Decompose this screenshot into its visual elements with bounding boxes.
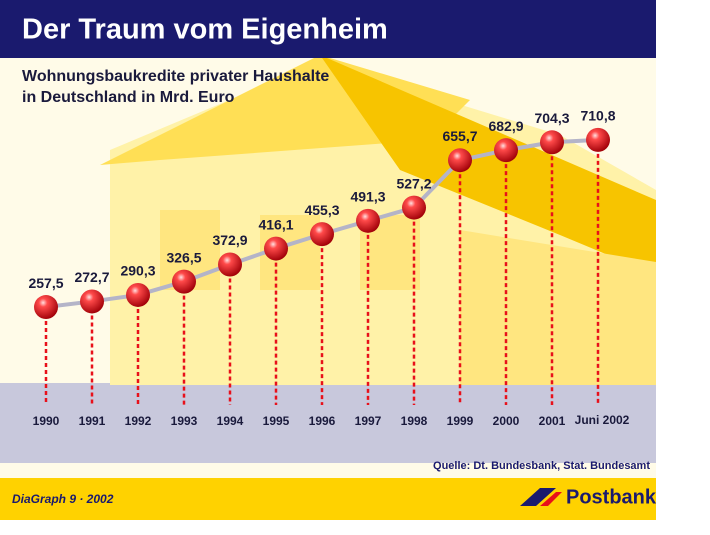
ground [0,383,656,463]
marker [402,195,426,220]
value-label: 682,9 [488,118,523,134]
value-label: 710,8 [580,108,615,124]
value-label: 290,3 [120,263,155,279]
header [0,0,656,58]
marker [218,252,242,277]
marker [126,282,150,307]
value-label: 527,2 [396,175,431,191]
value-label: 455,3 [304,202,339,218]
x-tick-label: 1998 [401,414,428,428]
marker [494,138,518,163]
value-label: 372,9 [212,232,247,248]
marker [34,295,58,320]
roof-right [320,55,656,275]
house-side [460,230,656,385]
x-tick-label: 1996 [309,414,336,428]
value-label: 272,7 [74,269,109,285]
value-label: 491,3 [350,189,385,205]
x-tick-label: 1990 [33,414,60,428]
marker [356,208,380,233]
x-tick-label: 1991 [79,414,106,428]
x-tick-label: 1992 [125,414,152,428]
x-tick-label: 1993 [171,414,198,428]
marker [172,269,196,294]
value-label: 655,7 [442,128,477,144]
x-tick-label: 2000 [493,414,520,428]
x-tick-label: 1995 [263,414,290,428]
footer: DiaGraph 9 · 2002 [12,492,114,506]
marker [80,289,104,314]
x-tick-label: 2001 [539,414,566,428]
subtitle: Wohnungsbaukredite privater Haushalte [22,68,329,85]
marker [540,130,564,155]
title: Der Traum vom Eigenheim [22,14,388,46]
x-tick-label: 1994 [217,414,244,428]
logo-icon [520,488,562,506]
marker [448,148,472,173]
value-label: 416,1 [258,216,293,232]
source: Quelle: Dt. Bundesbank, Stat. Bundesamt [433,460,650,472]
marker [310,222,334,247]
value-label: 704,3 [534,110,569,126]
x-tick-label: 1999 [447,414,474,428]
footer-band [0,478,656,520]
x-tick-label: 1997 [355,414,382,428]
marker [586,127,610,152]
value-label: 326,5 [166,249,201,265]
marker [264,236,288,261]
value-label: 257,5 [28,275,63,291]
subtitle: in Deutschland in Mrd. Euro [22,89,235,106]
x-tick-label: Juni 2002 [575,413,630,427]
logo: Postbank [566,486,657,508]
